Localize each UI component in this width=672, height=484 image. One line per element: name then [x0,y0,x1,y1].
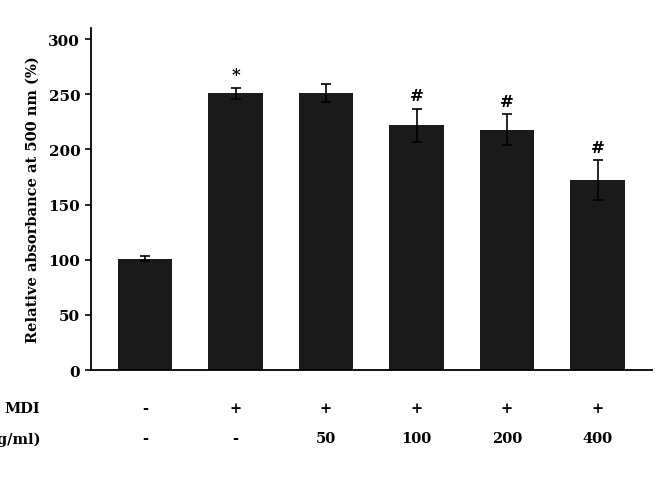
Text: 200: 200 [492,432,522,445]
Bar [480,130,534,370]
Bar [299,94,353,370]
Bar [571,181,625,370]
Bar [208,94,263,370]
Y-axis label: Relative absorbance at 500 nm (%): Relative absorbance at 500 nm (%) [26,57,40,343]
Text: #: # [591,140,605,157]
Text: +: + [411,401,423,415]
Bar [118,259,172,370]
Text: +: + [501,401,513,415]
Text: +: + [591,401,603,415]
Text: -: - [142,432,148,445]
Text: +: + [320,401,332,415]
Text: #: # [410,88,423,105]
Text: -: - [142,401,148,415]
Text: -: - [233,432,239,445]
Text: MDI: MDI [5,401,40,415]
Text: SFE (μg/ml): SFE (μg/ml) [0,431,40,446]
Text: #: # [500,93,514,110]
Bar [389,126,444,370]
Text: 100: 100 [401,432,431,445]
Text: *: * [231,67,240,84]
Text: +: + [229,401,242,415]
Text: 400: 400 [583,432,613,445]
Text: 50: 50 [316,432,336,445]
